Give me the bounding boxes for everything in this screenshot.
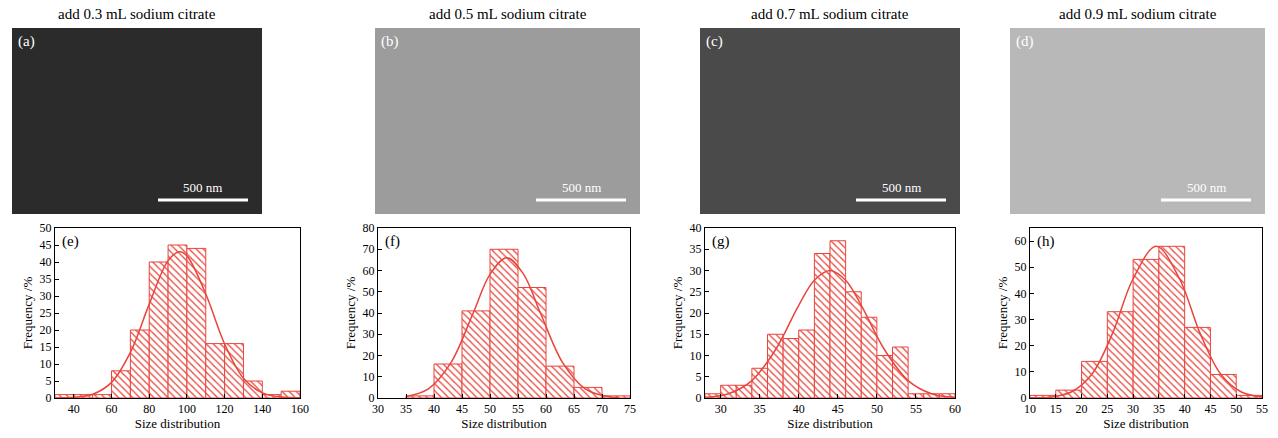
svg-text:5: 5 [696,370,702,384]
svg-text:80: 80 [363,221,375,235]
svg-text:35: 35 [754,402,766,416]
svg-text:100: 100 [178,402,196,416]
svg-text:50: 50 [484,402,496,416]
svg-text:30: 30 [363,327,375,341]
svg-text:55: 55 [1256,402,1268,416]
svg-text:25: 25 [1101,402,1113,416]
svg-text:(c): (c) [706,33,723,50]
svg-text:Frequency /%: Frequency /% [20,277,35,350]
svg-text:500 nm: 500 nm [1187,180,1226,195]
svg-text:30: 30 [40,289,52,303]
svg-text:50: 50 [40,221,52,235]
svg-text:20: 20 [690,306,702,320]
svg-text:30: 30 [715,402,727,416]
svg-text:35: 35 [690,242,702,256]
svg-text:500 nm: 500 nm [562,180,601,195]
svg-text:45: 45 [832,402,844,416]
svg-text:500 nm: 500 nm [882,180,921,195]
svg-text:160: 160 [291,402,309,416]
svg-text:50: 50 [1230,402,1242,416]
svg-text:45: 45 [456,402,468,416]
svg-text:45: 45 [1204,402,1216,416]
svg-text:30: 30 [690,264,702,278]
svg-text:add 0.3 mL sodium citrate: add 0.3 mL sodium citrate [58,6,216,22]
svg-text:55: 55 [910,402,922,416]
svg-text:40: 40 [68,402,80,416]
svg-text:(g): (g) [712,233,730,250]
svg-text:10: 10 [690,349,702,363]
svg-text:Frequency /%: Frequency /% [670,277,685,350]
svg-text:20: 20 [40,323,52,337]
svg-text:40: 40 [690,221,702,235]
svg-text:60: 60 [540,402,552,416]
svg-text:10: 10 [363,370,375,384]
svg-text:(b): (b) [381,33,399,50]
svg-text:(e): (e) [62,233,79,250]
svg-text:15: 15 [40,340,52,354]
svg-text:500 nm: 500 nm [183,180,222,195]
svg-text:Size distribution: Size distribution [135,416,221,431]
svg-text:50: 50 [1015,260,1027,274]
svg-text:0: 0 [369,391,375,405]
svg-text:Size distribution: Size distribution [461,416,547,431]
svg-text:60: 60 [363,264,375,278]
svg-text:40: 40 [40,255,52,269]
svg-text:20: 20 [1076,402,1088,416]
svg-text:40: 40 [1015,287,1027,301]
svg-text:45: 45 [40,238,52,252]
svg-text:40: 40 [793,402,805,416]
svg-text:15: 15 [690,327,702,341]
svg-text:25: 25 [690,285,702,299]
svg-text:Frequency /%: Frequency /% [995,277,1010,350]
svg-text:35: 35 [40,272,52,286]
svg-text:70: 70 [363,242,375,256]
svg-text:(f): (f) [385,233,400,250]
svg-text:70: 70 [596,402,608,416]
svg-text:10: 10 [1024,402,1036,416]
svg-text:40: 40 [363,306,375,320]
svg-text:20: 20 [1015,339,1027,353]
svg-text:50: 50 [363,285,375,299]
svg-text:30: 30 [372,402,384,416]
svg-text:(a): (a) [18,33,35,50]
svg-text:0: 0 [1021,391,1027,405]
svg-text:add 0.5 mL sodium citrate: add 0.5 mL sodium citrate [429,6,587,22]
svg-text:5: 5 [46,374,52,388]
svg-text:0: 0 [696,391,702,405]
svg-text:55: 55 [512,402,524,416]
svg-text:30: 30 [1127,402,1139,416]
svg-text:10: 10 [40,357,52,371]
svg-text:60: 60 [949,402,961,416]
svg-text:add 0.9 mL sodium citrate: add 0.9 mL sodium citrate [1059,6,1217,22]
svg-text:Size distribution: Size distribution [787,416,873,431]
svg-text:Size distribution: Size distribution [1103,416,1189,431]
svg-text:140: 140 [253,402,271,416]
svg-text:80: 80 [143,402,155,416]
svg-text:15: 15 [1050,402,1062,416]
svg-text:40: 40 [1179,402,1191,416]
svg-text:65: 65 [568,402,580,416]
svg-text:40: 40 [428,402,440,416]
svg-text:add 0.7 mL sodium citrate: add 0.7 mL sodium citrate [751,6,909,22]
svg-text:0: 0 [46,391,52,405]
svg-text:50: 50 [871,402,883,416]
svg-text:(d): (d) [1016,33,1034,50]
svg-text:35: 35 [400,402,412,416]
svg-text:10: 10 [1015,365,1027,379]
svg-text:Frequency /%: Frequency /% [343,277,358,350]
svg-text:75: 75 [624,402,636,416]
svg-text:60: 60 [106,402,118,416]
svg-text:20: 20 [363,349,375,363]
svg-text:30: 30 [1015,313,1027,327]
svg-text:35: 35 [1153,402,1165,416]
svg-text:25: 25 [40,306,52,320]
svg-text:(h): (h) [1037,233,1055,250]
svg-text:120: 120 [216,402,234,416]
svg-text:60: 60 [1015,234,1027,248]
